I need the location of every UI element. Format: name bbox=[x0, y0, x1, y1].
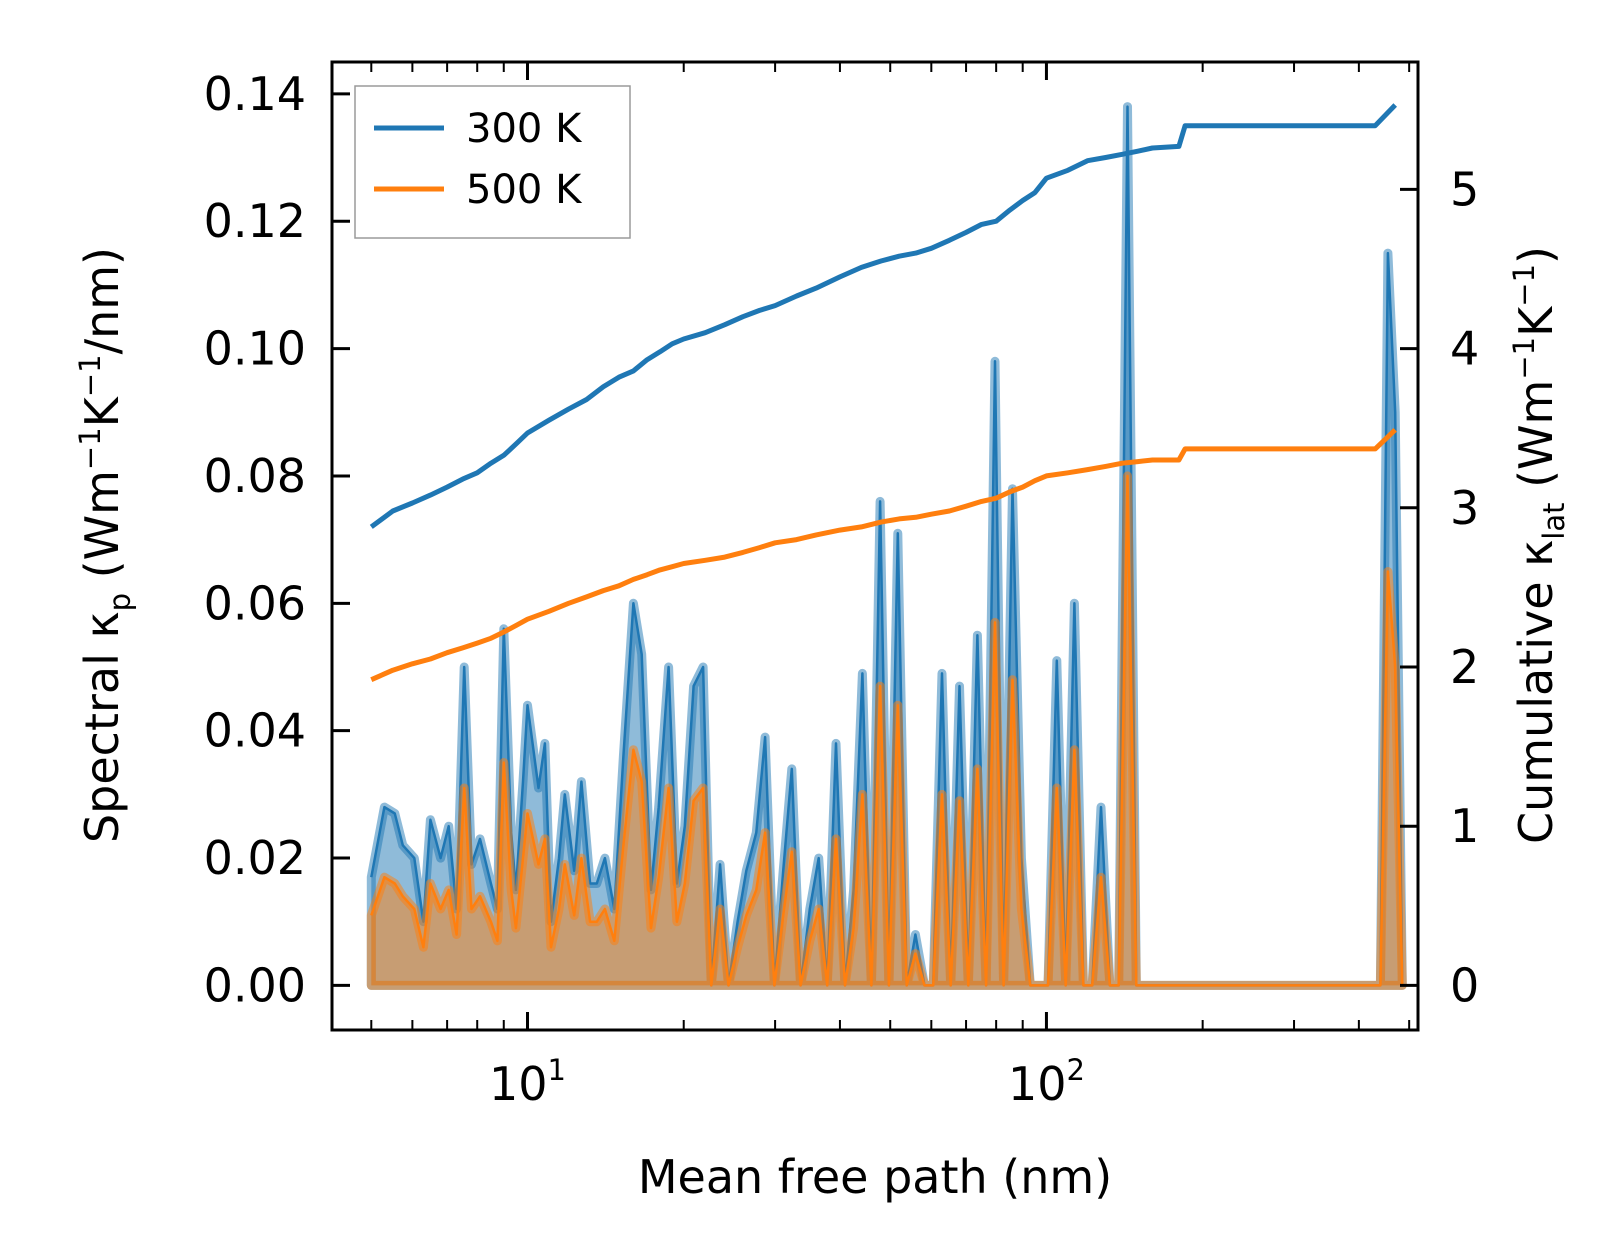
y-right-title-sub: lat bbox=[1537, 503, 1571, 540]
y-right-title-unit-close: ) bbox=[1509, 246, 1563, 264]
y-right-tick-label: 4 bbox=[1450, 322, 1479, 376]
y-right-title-sup2: −1 bbox=[1507, 264, 1541, 307]
x-tick-label-exponent: 2 bbox=[1066, 1053, 1084, 1087]
cumulative-line-500k bbox=[370, 427, 1397, 682]
y-left-tick-label: 0.14 bbox=[204, 67, 306, 121]
y-right-tick-label: 2 bbox=[1450, 640, 1479, 694]
x-axis-title: Mean free path (nm) bbox=[638, 1150, 1112, 1204]
y-right-title-sup1: −1 bbox=[1507, 337, 1541, 380]
x-tick-label-exponent: 1 bbox=[548, 1053, 566, 1087]
legend-label-300k: 300 K bbox=[466, 106, 583, 152]
y-right-title-mid: K bbox=[1509, 305, 1563, 337]
y-left-tick-label: 0.08 bbox=[204, 449, 306, 503]
axis-ticks: 101 1020.000.020.040.060.080.100.120.1401… bbox=[204, 62, 1479, 1111]
y-left-title-main: Spectral κ bbox=[75, 611, 129, 843]
y-left-tick-label: 0.10 bbox=[204, 322, 306, 376]
y-right-tick-label: 1 bbox=[1450, 799, 1479, 853]
spectral-line-500k bbox=[370, 474, 1404, 987]
y-right-tick-label: 5 bbox=[1450, 162, 1479, 216]
y-left-tick-label: 0.12 bbox=[204, 194, 306, 248]
plot-area bbox=[366, 102, 1407, 990]
y-left-tick-label: 0.00 bbox=[204, 958, 306, 1012]
x-tick-label-1: 102 bbox=[1008, 1053, 1085, 1111]
x-tick-label-base: 10 bbox=[489, 1057, 548, 1111]
legend: 300 K 500 K bbox=[354, 85, 631, 239]
y-right-tick-label: 3 bbox=[1450, 481, 1479, 535]
x-tick-label-base: 10 bbox=[1008, 1057, 1067, 1111]
y-right-tick-label: 0 bbox=[1450, 958, 1479, 1012]
plot-frame bbox=[330, 60, 1420, 1032]
y-right-title-main: Cumulative κ bbox=[1509, 540, 1563, 844]
y-right-axis-title: Cumulative κlat (Wm−1K−1) bbox=[1507, 246, 1571, 844]
y-left-title-mid: K bbox=[75, 395, 129, 427]
y-left-title-sup1: −1 bbox=[73, 427, 107, 470]
legend-box bbox=[354, 85, 631, 239]
cumulative-line-300k bbox=[369, 103, 1397, 529]
x-tick-label-0: 101 bbox=[489, 1053, 566, 1111]
y-left-tick-label: 0.06 bbox=[204, 576, 306, 630]
y-right-title-unit-open: (Wm bbox=[1509, 380, 1563, 503]
y-left-title-unit-close: /nm) bbox=[75, 247, 129, 354]
y-left-tick-label: 0.04 bbox=[204, 704, 306, 758]
y-left-title-sup2: −1 bbox=[73, 354, 107, 397]
y-left-tick-label: 0.02 bbox=[204, 831, 306, 885]
y-left-axis-title: Spectral κp (Wm−1K−1/nm) bbox=[73, 247, 137, 843]
y-left-title-sub: p bbox=[103, 593, 137, 611]
legend-label-500k: 500 K bbox=[466, 167, 583, 213]
y-left-title-unit-open: (Wm bbox=[75, 470, 129, 593]
